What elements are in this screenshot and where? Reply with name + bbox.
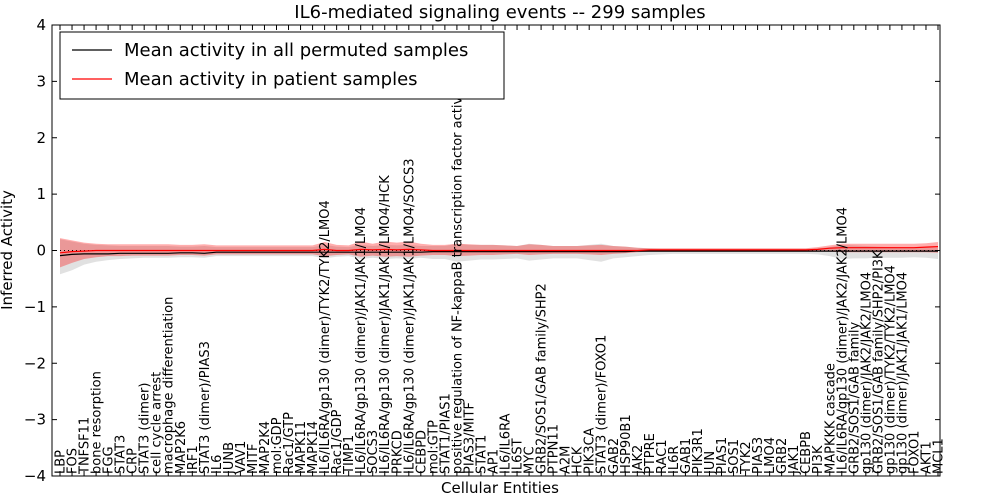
legend-box <box>59 31 505 100</box>
x-tick-label: TNFSF11 <box>78 417 93 475</box>
x-tick-label: A2M <box>559 446 574 474</box>
permuted-mean-line <box>59 250 938 257</box>
x-tick-label: HSP90B1 <box>619 414 634 474</box>
x-tick-label: mol:GDP <box>270 417 285 474</box>
x-tick-label: MAPK14 <box>306 421 321 474</box>
legend-label: Mean activity in all permuted samples <box>124 40 468 61</box>
x-tick-label: GRB2 <box>775 438 790 474</box>
x-tick-label: IL6 <box>210 455 225 474</box>
x-axis-label: Cellular Entities <box>441 479 559 497</box>
x-tick-label: STAT3 (dimer)/FOXO1 <box>595 335 610 474</box>
y-tick-label: 2 <box>36 129 46 147</box>
x-tick-label: MITF <box>246 444 261 474</box>
x-tick-label: SOS1 <box>727 439 742 474</box>
y-tick-label: 0 <box>36 242 46 260</box>
x-tick-label: PIAS1 <box>715 437 730 474</box>
x-tick-label: LMO4 <box>763 437 778 474</box>
x-tick-label: FOXO1 <box>907 431 922 474</box>
x-tick-label: STAT1/PIAS1 <box>438 393 453 474</box>
x-tick-label: GRB2/SOS1/GAB family/SHP2/PI3K <box>871 250 886 474</box>
patient-band <box>60 238 938 268</box>
x-tick-label: JAK2 <box>631 445 646 475</box>
x-tick-label: PI3K <box>811 445 826 474</box>
x-tick-label: IRF1 <box>186 445 201 474</box>
x-tick-label: mol:GTP <box>426 420 441 474</box>
x-tick-label: MCL1 <box>932 438 947 474</box>
x-tick-label: PRKCD <box>390 430 405 474</box>
x-tick-label: IL6/IL6RA/gp130 (dimer)/JAK1/JAK1/LMO4 <box>354 207 369 474</box>
x-tick-label: RAC1 <box>655 439 670 474</box>
x-tick-label: CEBPB <box>799 431 814 474</box>
x-tick-label: JUN <box>703 451 718 475</box>
y-tick-label: 4 <box>36 16 46 34</box>
x-tick-label: PTPN11 <box>547 424 562 474</box>
x-tick-label: positive regulation of NF-kappaB transcr… <box>450 80 465 474</box>
x-tick-label: PIK3R1 <box>691 428 706 474</box>
patient-mean-line <box>59 246 939 254</box>
x-tick-label: PTPRE <box>643 433 658 474</box>
x-tick-label: IL6/IL6RA/gp130 (dimer)/JAK2/JAK2/LMO4 <box>835 207 850 474</box>
x-tick-label: MAPK11 <box>294 421 309 474</box>
y-tick-label: −4 <box>24 467 46 485</box>
x-tick-label: STAT3 <box>114 435 129 474</box>
legend-label: Mean activity in patient samples <box>124 69 418 90</box>
x-tick-label: JAK1 <box>787 445 802 475</box>
x-tick-label: PIK3CA <box>583 427 598 474</box>
permuted-band <box>60 239 938 275</box>
x-tick-label: IL6/IL6RA <box>499 413 514 474</box>
x-tick-label: FOS <box>66 448 81 474</box>
x-tick-label: IL6/IL6RA/gp130 (dimer)/JAK1/JAK1/LMO4/S… <box>402 159 417 474</box>
x-tick-label: SOCS3 <box>366 430 381 474</box>
x-tick-label: PIAS3/MITF <box>462 402 477 474</box>
chart-title: IL6-mediated signaling events -- 299 sam… <box>294 2 705 23</box>
x-tick-label: bone resorption <box>90 371 105 474</box>
x-tick-label: FGG <box>102 446 117 474</box>
x-tick-label: MYC <box>523 446 538 474</box>
x-tick-label: GRB2/SOS1/GAB family/SHP2 <box>535 283 550 474</box>
y-tick-label: 1 <box>36 185 46 203</box>
x-tick-label: GAB2 <box>607 438 622 474</box>
x-tick-label: IL6/IL6RA/gp130 (dimer)/JAK1/JAK1/LMO4/H… <box>378 175 393 474</box>
legend: Mean activity in all permuted samples Mea… <box>59 31 505 100</box>
y-tick-label: −2 <box>24 354 46 372</box>
x-tick-label: MAP2K6 <box>174 421 189 474</box>
x-tick-label: MAPKKK cascade <box>823 363 838 474</box>
x-tick-label: Rac1/GDP <box>330 409 345 474</box>
x-tick-label: gp130 (dimer)/TYK2/TYK2/LMO4 <box>883 265 898 474</box>
y-tick-label: 3 <box>36 72 46 90</box>
x-tick-label: AKT1 <box>920 441 935 474</box>
x-tick-label: macrophage differentiation <box>162 297 177 474</box>
x-tick-label: gp130 (dimer)/JAK1/JAK1/LMO4 <box>895 272 910 474</box>
x-tick-label: GAB1 <box>679 438 694 474</box>
x-tick-label: VAV1 <box>234 441 249 474</box>
x-tick-label: HCK <box>571 446 586 474</box>
x-tick-label: STAT3 (dimer)/PIAS3 <box>198 341 213 474</box>
x-tick-label: JUNB <box>222 442 237 475</box>
x-tick-label: IL6R <box>667 446 682 474</box>
x-tick-label: STAT1 <box>475 435 490 474</box>
x-tick-label: STAT3 (dimer) <box>138 383 153 474</box>
x-tick-label: TYK2 <box>739 441 754 475</box>
y-tick-label: −3 <box>24 411 46 429</box>
x-tick-label: IL6ST <box>511 438 526 474</box>
x-tick-label: cell cycle arrest <box>150 372 165 474</box>
x-tick-label: LBP <box>54 450 69 474</box>
y-axis-label: Inferred Activity <box>0 190 16 310</box>
x-tick-label: CEBPD <box>414 430 429 474</box>
x-tick-label: MAP2K4 <box>258 421 273 474</box>
x-tick-label: Rac1/GTP <box>282 412 297 474</box>
x-tick-label: PIAS3 <box>751 437 766 474</box>
x-tick-label: TIMP1 <box>342 435 357 475</box>
x-tick-label: GRB2/SOS1/GAB family <box>847 321 862 474</box>
x-tick-label: CRP <box>126 448 141 474</box>
x-tick-label: IL6/IL6RA/gp130 (dimer)/TYK2/TYK2/LMO4 <box>318 200 333 474</box>
x-tick-label: AP1 <box>487 449 502 474</box>
y-tick-label: −1 <box>24 298 46 316</box>
x-tick-label: gp130 (dimer)/JAK2/JAK2/LMO4 <box>859 272 874 474</box>
